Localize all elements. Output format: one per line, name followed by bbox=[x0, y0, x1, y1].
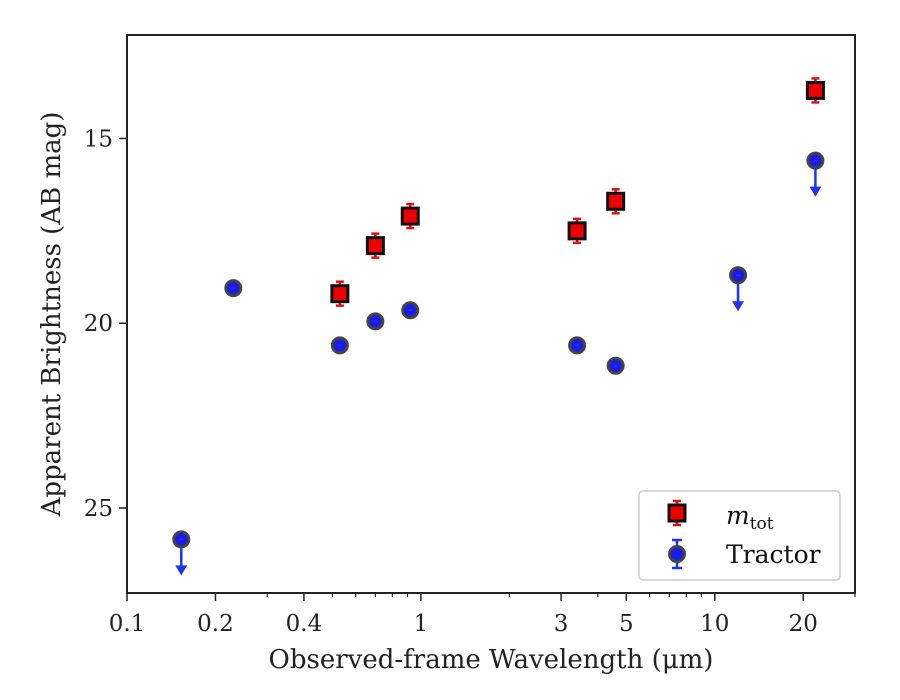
legend-mtot-main: m bbox=[726, 501, 750, 530]
x-tick-label: 20 bbox=[789, 611, 818, 637]
legend-mtot-marker bbox=[667, 499, 687, 527]
legend-tractor-label: Tractor bbox=[726, 540, 821, 569]
y-tick-label: 20 bbox=[84, 311, 113, 337]
x-tick-label: 0.4 bbox=[286, 611, 323, 637]
upper-limit-arrowhead bbox=[175, 565, 188, 576]
mtot-point bbox=[365, 236, 385, 256]
x-tick-label: 3 bbox=[554, 611, 569, 637]
y-tick-label: 25 bbox=[84, 496, 113, 522]
x-tick-label: 5 bbox=[619, 611, 634, 637]
x-tick-label: 0.2 bbox=[197, 611, 234, 637]
x-tick-label: 1 bbox=[414, 611, 429, 637]
legend-frame bbox=[638, 490, 841, 581]
mtot-point bbox=[606, 191, 626, 211]
legend-mtot-sub: tot bbox=[750, 514, 774, 534]
y-axis-label: Apparent Brightness (AB mag) bbox=[37, 112, 67, 518]
mtot-point bbox=[805, 80, 825, 100]
x-axis-ticks: 0.1 0.2 0.4 1 3 5 10 20 bbox=[109, 593, 856, 637]
mtot-point bbox=[567, 221, 587, 241]
mtot-point bbox=[400, 206, 420, 226]
x-tick-label: 10 bbox=[700, 611, 729, 637]
x-axis-label: Observed-frame Wavelength (μm) bbox=[269, 645, 714, 675]
y-axis-ticks: 15 20 25 bbox=[84, 126, 127, 522]
y-tick-label: 15 bbox=[84, 126, 113, 152]
x-tick-label: 0.1 bbox=[109, 611, 146, 637]
series-mtot bbox=[330, 77, 825, 307]
series-tractor bbox=[172, 151, 825, 576]
legend-mtot-symbol bbox=[667, 503, 687, 523]
legend: mtot Tractor bbox=[638, 490, 841, 581]
mtot-point bbox=[330, 284, 350, 304]
legend-tractor-marker bbox=[668, 538, 686, 570]
upper-limit-arrowhead bbox=[809, 186, 822, 197]
data-series bbox=[172, 77, 825, 576]
upper-limit-arrowhead bbox=[732, 301, 745, 312]
legend-mtot-label: mtot bbox=[726, 501, 774, 534]
legend-tractor-symbol bbox=[668, 545, 686, 563]
